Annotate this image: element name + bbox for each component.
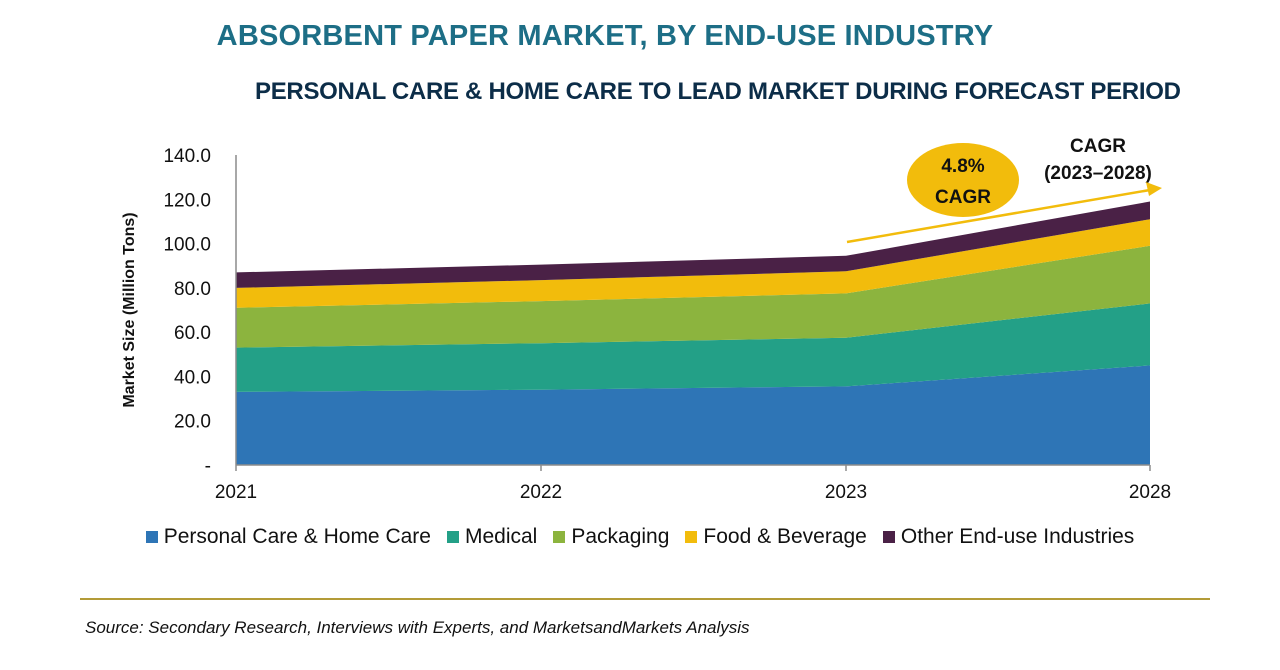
area-series-2 xyxy=(236,303,1150,392)
legend-item: Medical xyxy=(446,525,538,549)
cagr-arrow-line xyxy=(846,188,1151,244)
y-tick-label: 100.0 xyxy=(163,235,211,256)
x-tick-labels: 2021 2022 2023 2028 xyxy=(215,465,1171,503)
legend-swatch xyxy=(145,531,158,543)
y-tick-label: 140.0 xyxy=(163,146,211,167)
legend-item: Other End-use Industries xyxy=(882,525,1135,549)
legend-swatch xyxy=(553,531,566,543)
y-axis-label: Market Size (Million Tons) xyxy=(121,212,138,407)
source-note: Source: Secondary Research, Interviews w… xyxy=(85,618,750,637)
cagr-period-line2: (2023–2028) xyxy=(1044,163,1152,184)
x-tick-label: 2021 xyxy=(215,482,257,503)
cagr-bubble xyxy=(907,143,1019,217)
y-tick-label: - xyxy=(205,456,211,477)
y-tick-label: 60.0 xyxy=(174,323,211,344)
legend-label: Personal Care & Home Care xyxy=(163,525,431,548)
area-series-4 xyxy=(236,219,1150,308)
legend-label: Packaging xyxy=(571,525,670,548)
legend: Personal Care & Home Care Medical Packagin… xyxy=(0,525,1280,549)
y-tick-label: 120.0 xyxy=(163,190,211,211)
area-series-5 xyxy=(236,201,1150,288)
y-tick-label: 80.0 xyxy=(174,279,211,300)
cagr-bubble-value: 4.8% xyxy=(941,156,984,177)
legend-swatch xyxy=(446,531,459,543)
area-series-1 xyxy=(236,365,1150,465)
x-tick-label: 2022 xyxy=(520,482,562,503)
x-tick-label: 2023 xyxy=(825,482,867,503)
legend-swatch xyxy=(685,531,698,543)
legend-label: Other End-use Industries xyxy=(900,525,1135,548)
axes xyxy=(235,155,1150,466)
legend-label: Food & Beverage xyxy=(703,525,867,548)
source-divider xyxy=(80,598,1210,600)
cagr-period-line1: CAGR xyxy=(1070,136,1126,157)
area-layers xyxy=(236,201,1150,465)
legend-item: Personal Care & Home Care xyxy=(145,525,431,549)
x-tick-label: 2028 xyxy=(1129,482,1171,503)
y-tick-label: 20.0 xyxy=(174,412,211,433)
legend-swatch xyxy=(882,531,895,543)
cagr-arrow-head xyxy=(1146,182,1162,196)
cagr-bubble-label: CAGR xyxy=(935,187,991,208)
y-tick-label: 40.0 xyxy=(174,367,211,388)
legend-label: Medical xyxy=(464,525,538,548)
area-series-3 xyxy=(236,245,1150,348)
legend-item: Packaging xyxy=(553,525,669,549)
y-tick-labels: - 20.0 40.0 60.0 80.0 100.0 120.0 140.0 xyxy=(163,146,211,477)
chart-title: ABSORBENT PAPER MARKET, BY END-USE INDUS… xyxy=(216,20,994,52)
legend-item: Food & Beverage xyxy=(685,525,867,549)
chart-subtitle: PERSONAL CARE & HOME CARE TO LEAD MARKET… xyxy=(255,78,1181,105)
